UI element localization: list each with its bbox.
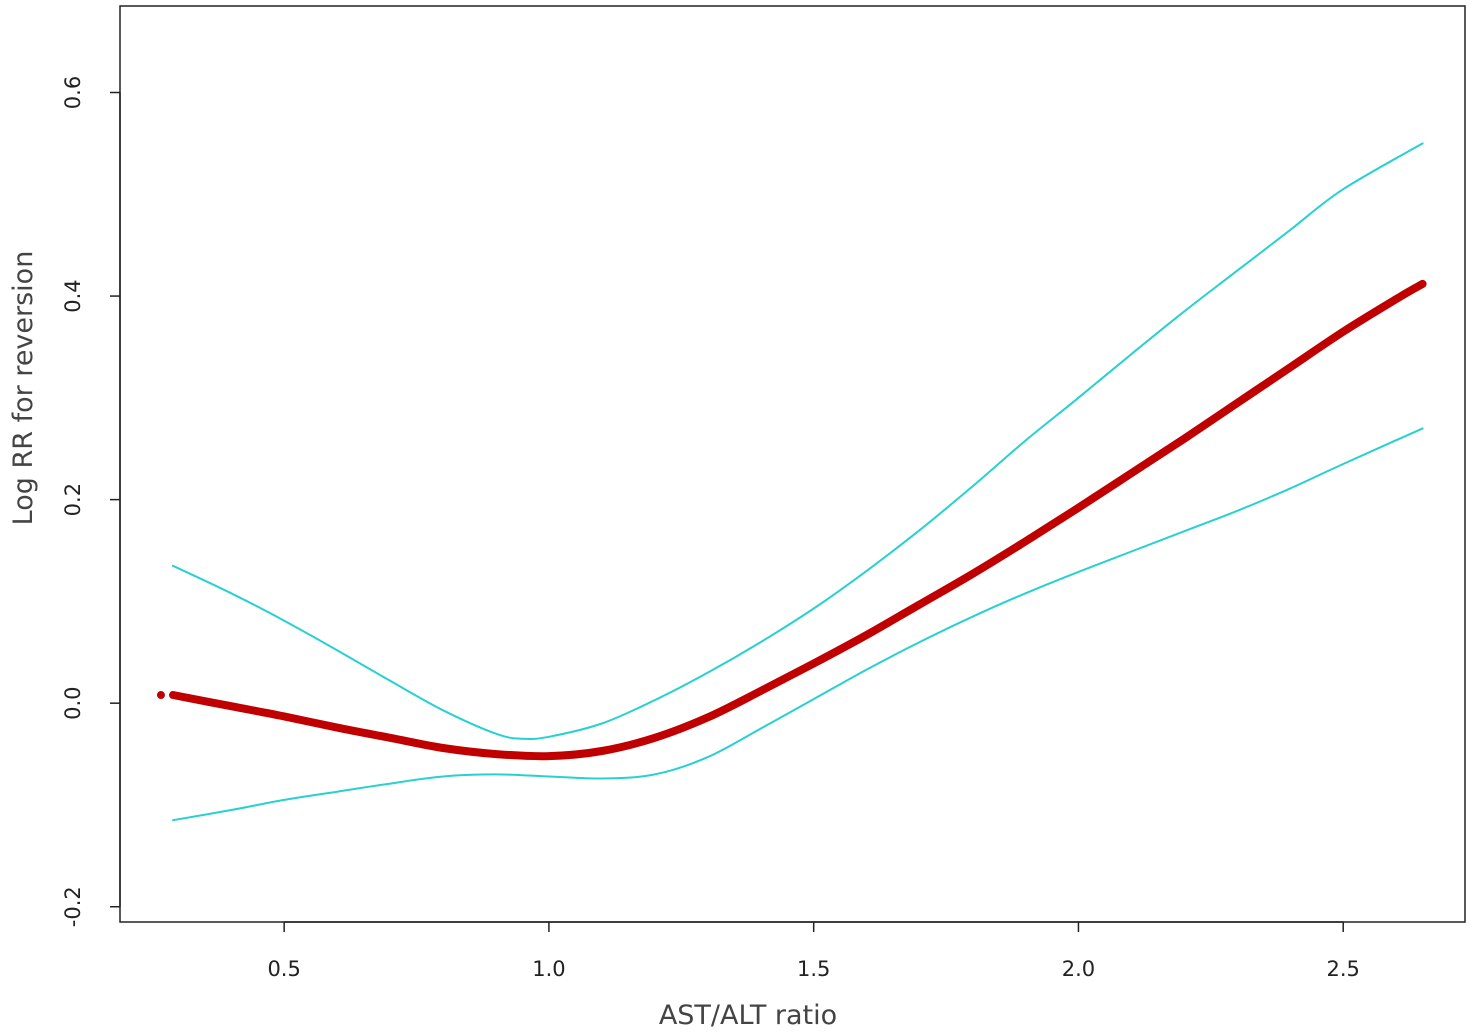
y-axis-label: Log RR for reversion (8, 251, 39, 526)
x-tick-label: 0.5 (267, 957, 300, 981)
x-tick-label: 1.5 (797, 957, 830, 981)
x-tick-label: 2.0 (1062, 957, 1095, 981)
y-tick-label: 0.2 (61, 483, 85, 516)
upper-ci-curve (172, 142, 1424, 741)
x-axis-label: AST/ALT ratio (659, 1000, 837, 1031)
x-tick-label: 2.5 (1327, 957, 1360, 981)
estimate-start-point (156, 691, 165, 700)
y-tick-label: -0.2 (61, 886, 85, 927)
estimate-curve (169, 279, 1427, 761)
series-layer (156, 142, 1427, 822)
y-tick-label: 0.0 (61, 686, 85, 719)
x-tick-label: 1.0 (532, 957, 565, 981)
lower-ci-curve (172, 427, 1424, 822)
y-tick-label: 0.4 (61, 279, 85, 312)
plot-frame (119, 5, 1466, 923)
y-tick-label: 0.6 (61, 76, 85, 109)
x-axis: 0.5 1.0 1.5 2.0 2.5 (267, 921, 1360, 981)
y-axis: -0.2 0.0 0.2 0.4 0.6 (61, 76, 121, 927)
